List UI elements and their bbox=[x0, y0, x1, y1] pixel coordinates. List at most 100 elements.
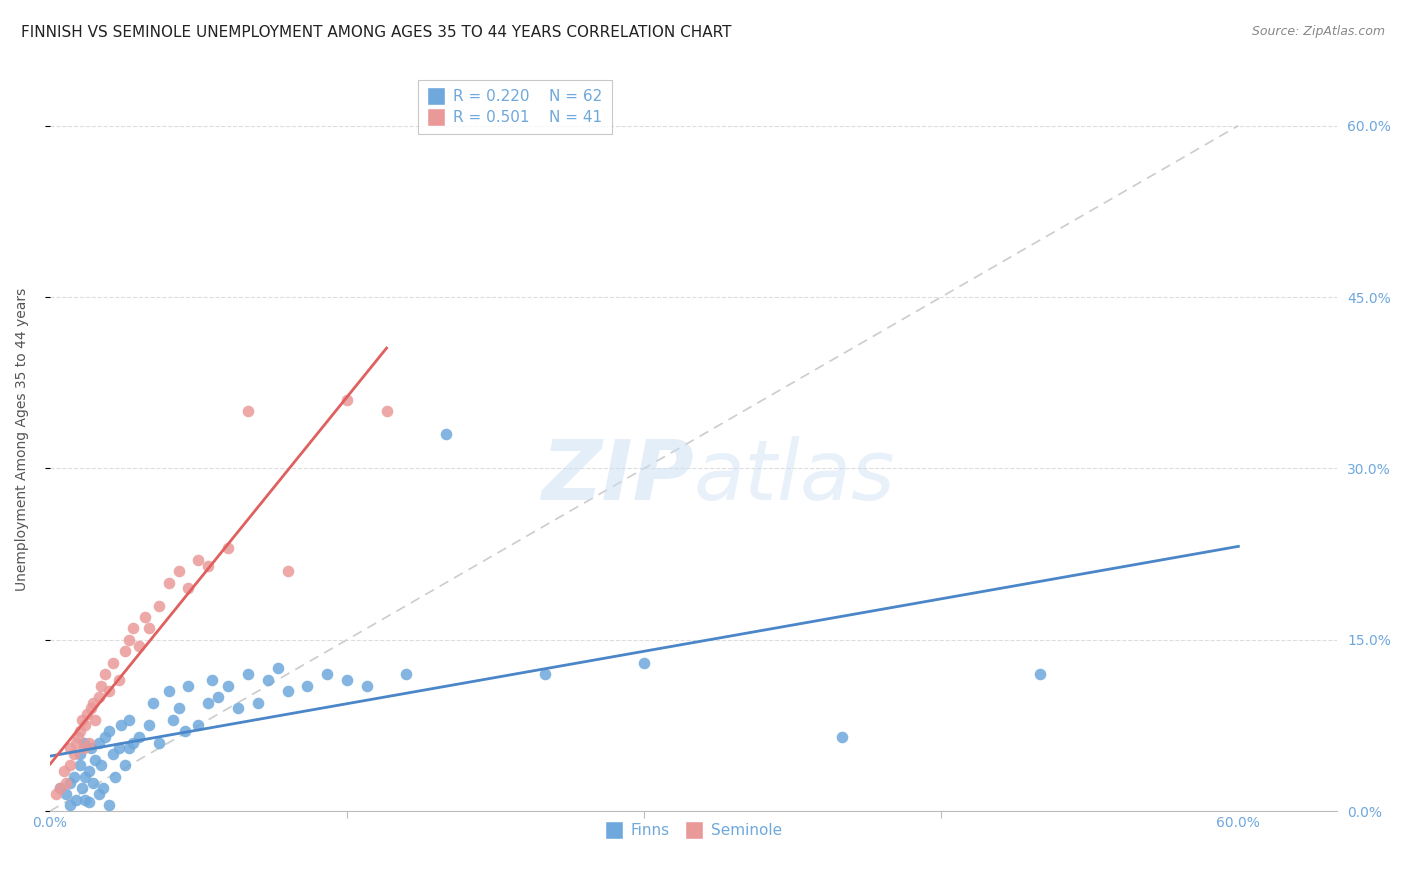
Point bbox=[122, 621, 145, 635]
Point bbox=[336, 673, 359, 687]
Point bbox=[277, 564, 299, 578]
Point bbox=[173, 724, 195, 739]
Text: ZIP: ZIP bbox=[541, 436, 693, 517]
Point bbox=[118, 713, 141, 727]
Point bbox=[65, 736, 87, 750]
Point bbox=[434, 427, 457, 442]
Point bbox=[69, 758, 91, 772]
Point bbox=[187, 553, 209, 567]
Point bbox=[59, 741, 82, 756]
Point bbox=[118, 632, 141, 647]
Point bbox=[395, 667, 418, 681]
Point bbox=[256, 673, 278, 687]
Point bbox=[80, 741, 103, 756]
Point bbox=[207, 690, 229, 704]
Point bbox=[217, 541, 239, 556]
Point bbox=[336, 392, 359, 407]
Point bbox=[157, 575, 180, 590]
Point bbox=[103, 747, 125, 761]
Point bbox=[236, 667, 259, 681]
Point bbox=[76, 707, 98, 722]
Point bbox=[48, 781, 70, 796]
Point bbox=[118, 741, 141, 756]
Point bbox=[98, 684, 121, 698]
Point bbox=[91, 781, 114, 796]
Point bbox=[122, 736, 145, 750]
Point bbox=[55, 787, 77, 801]
Point bbox=[45, 787, 67, 801]
Point bbox=[128, 730, 150, 744]
Point bbox=[69, 724, 91, 739]
Point bbox=[65, 793, 87, 807]
Y-axis label: Unemployment Among Ages 35 to 44 years: Unemployment Among Ages 35 to 44 years bbox=[15, 288, 30, 591]
Point bbox=[114, 758, 136, 772]
Point bbox=[142, 696, 165, 710]
Point bbox=[55, 775, 77, 789]
Point bbox=[110, 718, 132, 732]
Point bbox=[82, 775, 104, 789]
Point bbox=[108, 673, 131, 687]
Point bbox=[375, 404, 398, 418]
Point bbox=[69, 747, 91, 761]
Point bbox=[114, 644, 136, 658]
Point bbox=[297, 678, 319, 692]
Point bbox=[138, 718, 160, 732]
Point bbox=[75, 770, 97, 784]
Point bbox=[103, 656, 125, 670]
Point bbox=[633, 656, 655, 670]
Point bbox=[90, 678, 112, 692]
Point bbox=[89, 690, 111, 704]
Legend: Finns, Seminole: Finns, Seminole bbox=[599, 817, 789, 845]
Point bbox=[75, 718, 97, 732]
Point bbox=[94, 667, 117, 681]
Point bbox=[197, 696, 219, 710]
Point bbox=[48, 781, 70, 796]
Point bbox=[128, 639, 150, 653]
Point bbox=[98, 724, 121, 739]
Point bbox=[138, 621, 160, 635]
Point bbox=[266, 661, 288, 675]
Point bbox=[217, 678, 239, 692]
Point bbox=[1029, 667, 1052, 681]
Point bbox=[356, 678, 378, 692]
Point bbox=[80, 701, 103, 715]
Point bbox=[70, 781, 93, 796]
Text: atlas: atlas bbox=[693, 436, 896, 517]
Point bbox=[79, 764, 101, 779]
Point bbox=[246, 696, 269, 710]
Point bbox=[98, 798, 121, 813]
Point bbox=[201, 673, 224, 687]
Point bbox=[134, 610, 156, 624]
Point bbox=[59, 758, 82, 772]
Point bbox=[831, 730, 853, 744]
Point bbox=[72, 736, 94, 750]
Point bbox=[104, 770, 127, 784]
Point bbox=[75, 793, 97, 807]
Point bbox=[148, 736, 170, 750]
Point bbox=[66, 730, 89, 744]
Point bbox=[187, 718, 209, 732]
Point bbox=[90, 758, 112, 772]
Point bbox=[316, 667, 339, 681]
Point bbox=[82, 696, 104, 710]
Point bbox=[84, 713, 107, 727]
Point bbox=[167, 564, 190, 578]
Point bbox=[72, 741, 94, 756]
Point bbox=[52, 764, 75, 779]
Point bbox=[167, 701, 190, 715]
Point bbox=[84, 753, 107, 767]
Point bbox=[197, 558, 219, 573]
Point bbox=[177, 678, 200, 692]
Point bbox=[62, 747, 84, 761]
Point bbox=[162, 713, 184, 727]
Point bbox=[157, 684, 180, 698]
Point bbox=[534, 667, 557, 681]
Point bbox=[148, 599, 170, 613]
Point bbox=[89, 787, 111, 801]
Point bbox=[108, 741, 131, 756]
Point bbox=[70, 713, 93, 727]
Point bbox=[277, 684, 299, 698]
Point bbox=[59, 798, 82, 813]
Point bbox=[89, 736, 111, 750]
Text: FINNISH VS SEMINOLE UNEMPLOYMENT AMONG AGES 35 TO 44 YEARS CORRELATION CHART: FINNISH VS SEMINOLE UNEMPLOYMENT AMONG A… bbox=[21, 25, 731, 40]
